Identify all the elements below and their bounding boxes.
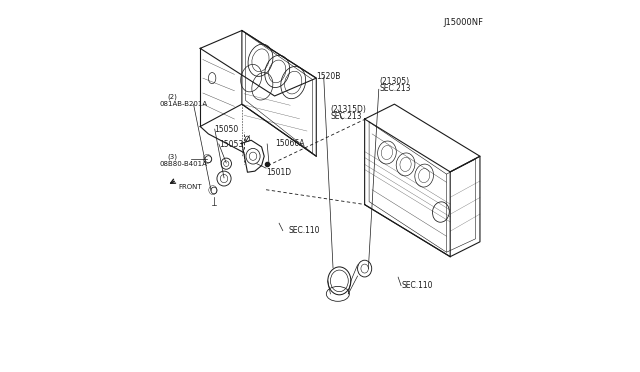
Text: 081AB-B201A: 081AB-B201A	[159, 101, 207, 107]
Text: 08B80-B401A: 08B80-B401A	[159, 161, 207, 167]
Text: (3): (3)	[168, 154, 177, 160]
Text: 15050: 15050	[214, 125, 239, 134]
Text: SEC.110: SEC.110	[289, 226, 320, 235]
Text: FRONT: FRONT	[178, 184, 202, 190]
Text: 15066A: 15066A	[275, 139, 305, 148]
Text: SEC.110: SEC.110	[402, 281, 433, 290]
Text: 1501D: 1501D	[266, 168, 292, 177]
Text: 1520B: 1520B	[316, 72, 340, 81]
Text: (21315D): (21315D)	[330, 105, 366, 114]
Text: (2): (2)	[168, 93, 177, 100]
Text: (21305): (21305)	[380, 77, 410, 86]
Text: SEC.213: SEC.213	[330, 112, 362, 121]
Text: SEC.213: SEC.213	[380, 84, 411, 93]
Text: 15053: 15053	[219, 140, 243, 149]
Text: J15000NF: J15000NF	[444, 18, 484, 27]
